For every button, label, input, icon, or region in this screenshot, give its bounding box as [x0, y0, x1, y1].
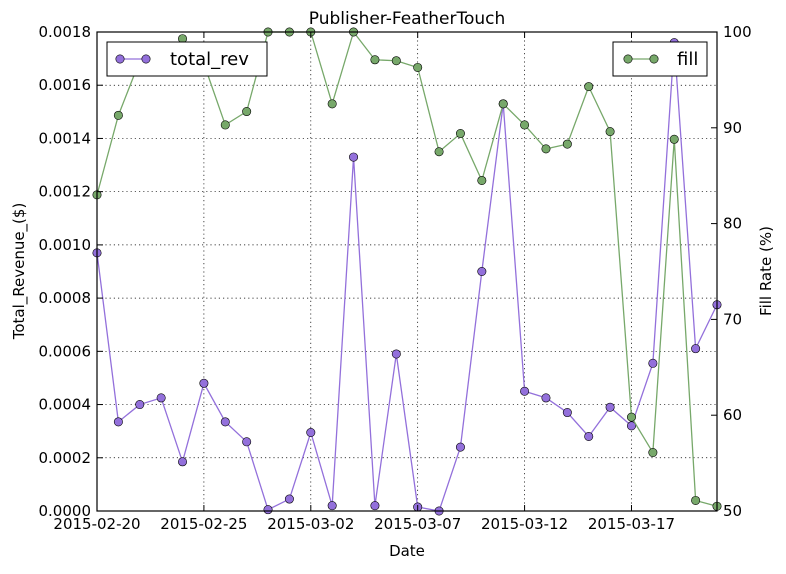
legend-fill: fill	[612, 41, 708, 77]
y-left-tick-label: 0.0004	[39, 396, 92, 414]
data-point-total-rev	[562, 408, 572, 418]
data-point-fill	[562, 139, 572, 149]
data-point-total-rev	[648, 358, 658, 368]
data-point-total-rev	[306, 427, 316, 437]
legend-marker-fill	[623, 54, 633, 64]
data-point-total-rev	[691, 344, 701, 354]
y-right-tick-label: 50	[723, 502, 742, 520]
data-point-fill	[455, 129, 465, 139]
y-right-tick-label: 80	[723, 215, 742, 233]
y-left-tick-label: 0.0006	[39, 342, 92, 360]
data-point-fill	[391, 56, 401, 66]
data-point-total-rev	[220, 417, 230, 427]
y-left-tick-label: 0.0002	[39, 449, 92, 467]
legend-marker-total-rev	[141, 54, 151, 64]
data-point-fill	[541, 144, 551, 154]
data-point-total-rev	[370, 501, 380, 511]
data-point-total-rev	[455, 442, 465, 452]
data-point-fill	[648, 448, 658, 458]
legend-label-fill: fill	[677, 49, 698, 70]
x-tick-label: 2015-02-25	[160, 515, 247, 533]
legend-total-rev: total_rev	[106, 41, 268, 77]
data-point-total-rev	[263, 505, 273, 515]
y-left-tick-label: 0.0008	[39, 289, 92, 307]
x-tick-label: 2015-02-20	[53, 515, 140, 533]
y-right-tick-label: 100	[723, 23, 752, 41]
y-right-tick-label: 90	[723, 119, 742, 137]
legend-marker-fill	[649, 54, 659, 64]
data-point-fill	[498, 99, 508, 109]
x-tick-label: 2015-03-12	[481, 515, 568, 533]
y-left-tick-label: 0.0010	[39, 236, 92, 254]
y-left-axis-label: Total_Revenue_($)	[10, 203, 29, 341]
data-point-fill	[584, 82, 594, 92]
data-point-fill	[370, 55, 380, 65]
data-point-fill	[605, 127, 615, 137]
x-tick-label: 2015-03-02	[267, 515, 354, 533]
data-point-total-rev	[135, 400, 145, 410]
series-total-rev	[92, 38, 722, 516]
x-tick-label: 2015-03-07	[374, 515, 461, 533]
data-point-total-rev	[113, 417, 123, 427]
y-right-axis-label: Fill Rate (%)	[757, 226, 775, 316]
series-fill	[92, 27, 722, 511]
y-left-tick-label: 0.0016	[39, 76, 92, 94]
y-left-tick-label: 0.0014	[39, 129, 92, 147]
y-left-tick-label: 0.0018	[39, 23, 92, 41]
data-point-fill	[691, 495, 701, 505]
series-line-total-rev	[96, 42, 718, 512]
data-point-total-rev	[178, 457, 188, 467]
axis-ticks: 2015-02-20 2015-02-25 2015-03-02 2015-03-07…	[39, 23, 752, 533]
data-point-total-rev	[156, 393, 166, 403]
legend-marker-total-rev	[115, 54, 125, 64]
data-point-total-rev	[284, 494, 294, 504]
data-point-total-rev	[477, 266, 487, 276]
chart-title: Publisher-FeatherTouch	[309, 9, 506, 29]
data-point-total-rev	[626, 421, 636, 431]
plot-frame	[96, 31, 718, 512]
y-right-tick-label: 60	[723, 406, 742, 424]
data-point-fill	[413, 62, 423, 72]
data-point-fill	[626, 412, 636, 422]
y-left-tick-label: 0.0012	[39, 183, 92, 201]
data-point-total-rev	[584, 431, 594, 441]
data-point-total-rev	[242, 437, 252, 447]
data-point-fill	[669, 134, 679, 144]
x-tick-label: 2015-03-17	[588, 515, 675, 533]
data-point-total-rev	[199, 378, 209, 388]
legend-label-total-rev: total_rev	[170, 49, 249, 70]
data-point-fill	[520, 120, 530, 130]
data-point-total-rev	[349, 152, 359, 162]
data-point-fill	[242, 107, 252, 117]
data-point-fill	[327, 99, 337, 109]
data-point-fill	[434, 147, 444, 157]
data-point-fill	[477, 175, 487, 185]
y-right-tick-label: 70	[723, 310, 742, 328]
x-axis-label: Date	[389, 542, 425, 560]
data-point-total-rev	[520, 386, 530, 396]
data-point-total-rev	[391, 349, 401, 359]
data-point-fill	[113, 110, 123, 120]
grid-lines	[96, 31, 717, 512]
data-point-total-rev	[605, 402, 615, 412]
data-point-total-rev	[541, 393, 551, 403]
y-left-tick-label: 0.0000	[39, 502, 92, 520]
data-point-total-rev	[327, 501, 337, 511]
data-point-fill	[220, 120, 230, 130]
